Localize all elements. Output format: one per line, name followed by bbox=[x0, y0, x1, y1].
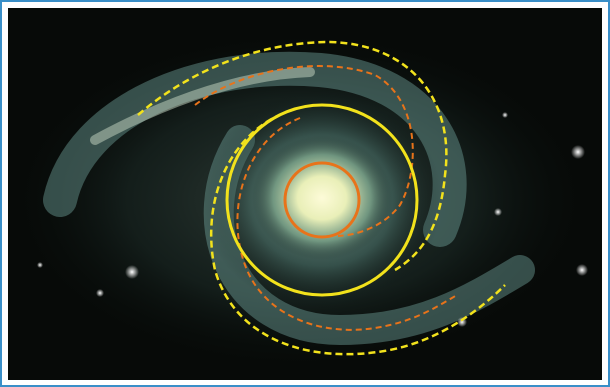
star bbox=[576, 264, 588, 276]
star bbox=[125, 265, 139, 279]
star bbox=[37, 262, 43, 268]
spiral-trace-outer bbox=[137, 40, 448, 272]
galaxy-image bbox=[8, 8, 602, 380]
bar-circle bbox=[225, 103, 419, 297]
star bbox=[494, 208, 502, 216]
star bbox=[571, 145, 585, 159]
core-circle bbox=[283, 161, 361, 239]
spiral-arm-bright bbox=[90, 67, 315, 145]
spiral-trace-inner bbox=[236, 117, 458, 331]
star bbox=[502, 112, 508, 118]
star bbox=[96, 289, 104, 297]
galaxy-core bbox=[252, 136, 392, 260]
spiral-trace-outer bbox=[210, 108, 506, 356]
